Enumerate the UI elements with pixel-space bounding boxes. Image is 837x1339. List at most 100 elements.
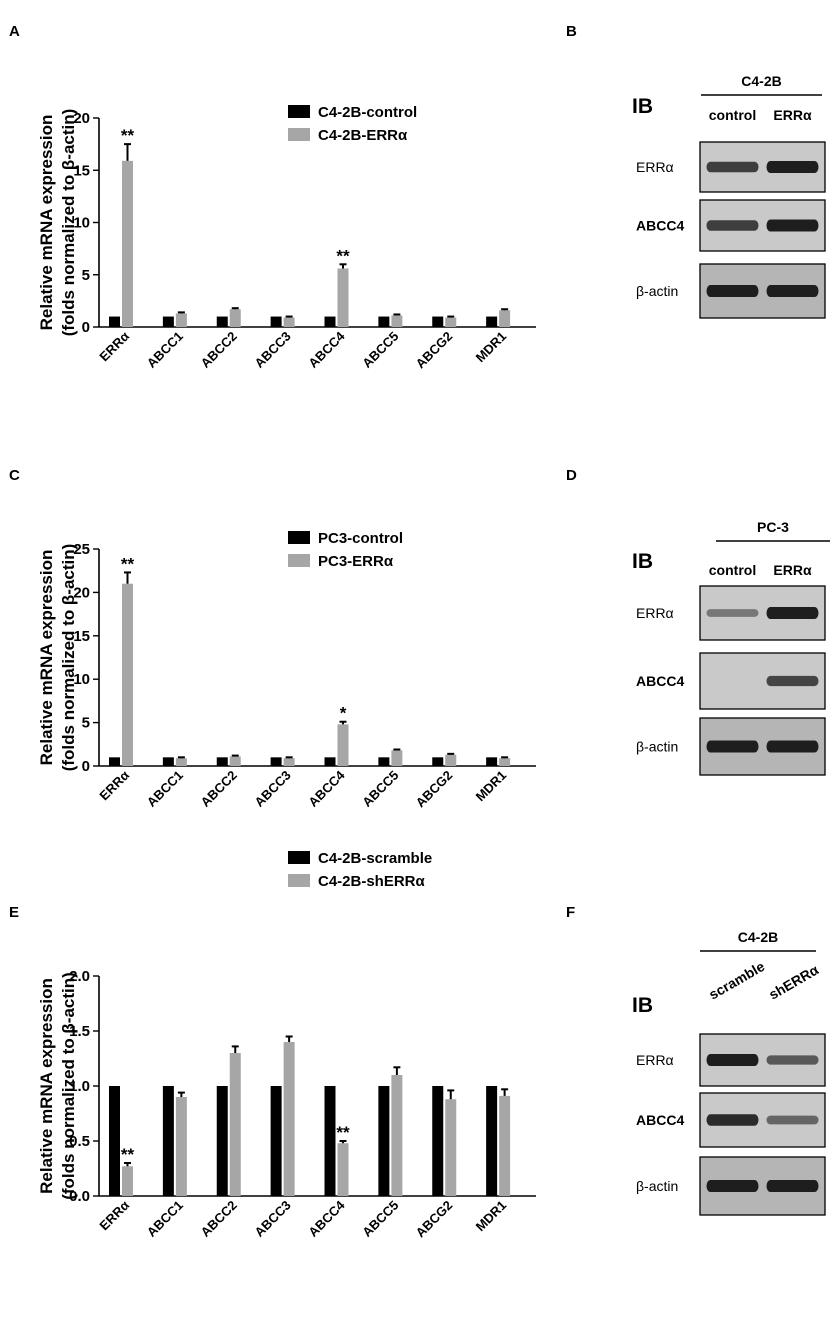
lane-label: scramble [706, 958, 767, 1003]
bar-control [216, 757, 228, 766]
y-tick-label: 20 [73, 110, 90, 127]
bar-control [324, 316, 336, 327]
y-axis-label: Relative mRNA expression [37, 978, 56, 1194]
blot-band [766, 740, 819, 753]
legend-swatch-treated [288, 554, 310, 567]
x-tick-label: ABCC1 [144, 1198, 186, 1240]
cell-line-label: C4-2B [738, 929, 778, 945]
blot-row-label: ABCC4 [636, 1112, 684, 1128]
x-tick-label: ABCC3 [251, 1198, 293, 1240]
bar-control [324, 1086, 336, 1196]
bar-control [270, 316, 282, 327]
x-tick-label: ABCC3 [251, 768, 293, 810]
legend-label: C4-2B-control [318, 104, 417, 121]
blot-band [766, 1180, 819, 1192]
y-tick-label: 0.5 [69, 1133, 90, 1150]
bar-treated [229, 1053, 241, 1196]
x-tick-label: ABCC2 [198, 1198, 240, 1240]
cell-line-label: C4-2B [741, 73, 781, 89]
x-tick-label: ERRα [96, 329, 132, 365]
x-tick-label: ABCC4 [305, 767, 348, 810]
lane-label: shERRα [766, 961, 822, 1002]
blot-band [706, 161, 759, 173]
x-tick-label: ABCC4 [305, 328, 348, 371]
blot-row-label: ABCC4 [636, 218, 684, 234]
blot-band [766, 675, 819, 687]
x-tick-label: ABCC1 [144, 768, 186, 810]
legend-swatch-treated [288, 874, 310, 887]
blot-band [706, 740, 759, 753]
bar-control [216, 316, 228, 327]
y-tick-label: 5 [82, 267, 90, 284]
y-tick-label: 1.0 [69, 1078, 90, 1095]
x-tick-label: ABCC3 [251, 329, 293, 371]
blot-row-label: ERRα [636, 605, 674, 621]
bar-control [486, 316, 498, 327]
bar-chart-e: Relative mRNA expression (folds normalize… [37, 850, 536, 1240]
y-axis-label: Relative mRNA expression [37, 550, 56, 766]
bar-treated [499, 758, 511, 766]
blot-strip [699, 652, 826, 710]
bar-treated [283, 758, 295, 766]
bar-treated [175, 1097, 187, 1196]
blot-band [766, 285, 819, 297]
bar-control [486, 757, 498, 766]
bar-control [162, 757, 174, 766]
bar-treated [445, 1099, 457, 1196]
y-tick-label: 0.0 [69, 1188, 90, 1205]
y-tick-label: 0 [82, 758, 90, 775]
bar-control [324, 757, 336, 766]
legend-swatch-control [288, 531, 310, 544]
bar-treated [445, 317, 457, 327]
legend-label: C4-2B-ERRα [318, 127, 408, 144]
bar-treated [122, 583, 133, 766]
bar-control [216, 1086, 228, 1196]
legend-swatch-control [288, 105, 310, 118]
bar-control [378, 1086, 390, 1196]
blot-band [766, 1055, 819, 1065]
bar-treated [391, 750, 403, 766]
bar-treated [229, 756, 241, 766]
bar-control [270, 757, 282, 766]
blot-row-label: β-actin [636, 283, 678, 299]
lane-label: ERRα [773, 562, 812, 578]
western-blot-d: PC-3 IB control ERRα ERRα ABCC4 β-actin [632, 519, 830, 776]
y-tick-label: 25 [73, 541, 90, 558]
x-tick-label: ABCC5 [359, 768, 401, 810]
y-axis-label: Relative mRNA expression [37, 115, 56, 331]
bar-treated [499, 1095, 511, 1196]
bar-treated [337, 1143, 349, 1196]
bar-control [432, 757, 444, 766]
bar-control [432, 316, 444, 327]
blot-band [706, 285, 759, 297]
x-tick-label: MDR1 [473, 1198, 510, 1235]
y-tick-label: 5 [82, 715, 90, 732]
blot-band [766, 219, 819, 232]
significance-marker: ** [121, 554, 135, 573]
legend-swatch-treated [288, 128, 310, 141]
western-blot-b: C4-2B IB control ERRα ERRα ABCC4 β-actin [632, 73, 826, 319]
panel-letter-d: D [566, 467, 577, 484]
panel-letter-f: F [566, 904, 575, 921]
blot-band [706, 220, 759, 231]
y-axis-label-units: (folds normalized to β-actin) [59, 544, 78, 772]
x-tick-label: ERRα [96, 1198, 132, 1234]
bar-treated [229, 309, 241, 327]
significance-marker: * [340, 704, 347, 723]
y-axis-label-units: (folds normalized to β-actin) [59, 109, 78, 337]
bar-treated [391, 315, 403, 327]
bar-chart-a: Relative mRNA expression (folds normalize… [37, 104, 536, 371]
ib-label: IB [632, 95, 653, 118]
significance-marker: ** [336, 246, 350, 265]
bar-control [378, 757, 390, 766]
x-tick-label: ABCC5 [359, 329, 401, 371]
bar-treated [122, 160, 133, 327]
y-tick-label: 10 [73, 215, 90, 232]
x-tick-label: MDR1 [473, 329, 510, 366]
bar-treated [337, 268, 349, 327]
y-tick-label: 20 [73, 584, 90, 601]
bar-control [432, 1086, 444, 1196]
bar-control [270, 1086, 282, 1196]
legend-label: C4-2B-shERRα [318, 873, 426, 890]
